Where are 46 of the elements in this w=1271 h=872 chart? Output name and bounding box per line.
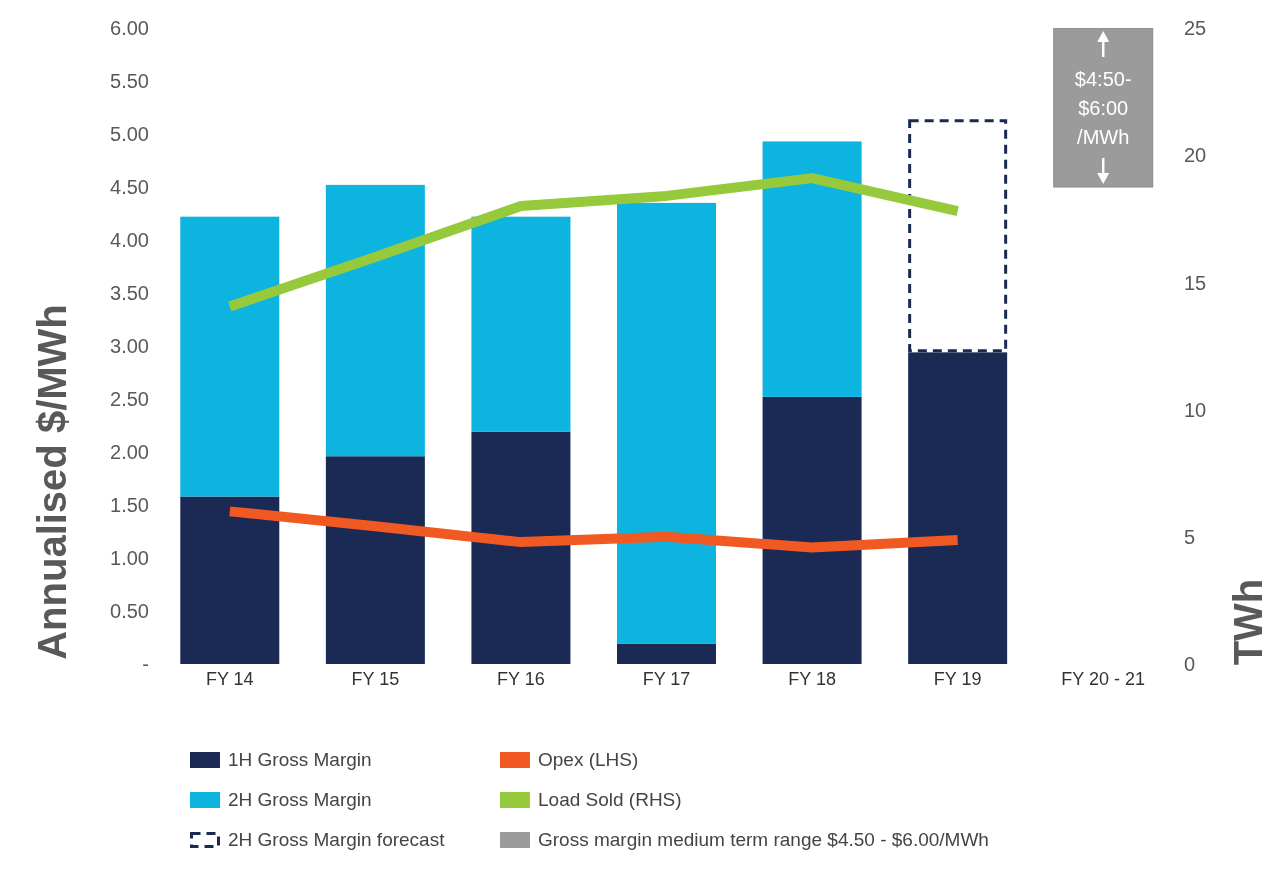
annotation: $4:50- $6:00 /MWh: [1074, 67, 1132, 148]
legend-label: Load Sold (RHS): [538, 789, 682, 811]
y2-tick-label: 25: [1184, 17, 1207, 40]
y-tick-label: 4.00: [110, 229, 149, 252]
y-tick-label: 1.00: [110, 547, 149, 570]
y-tick-label: 0.50: [110, 600, 149, 623]
y-tick-label: 6.00: [110, 17, 149, 40]
legend-label: 1H Gross Margin: [228, 749, 372, 771]
x-tick-label: FY 15: [351, 668, 400, 689]
bar: [471, 431, 571, 664]
bar: [617, 202, 717, 644]
legend-label: Gross margin medium term range $4.50 - $6.00/MWh: [538, 829, 989, 851]
y-tick-label: 4.50: [110, 176, 149, 199]
x-tick-label: FY 14: [205, 668, 254, 689]
y2-tick-label: 5: [1184, 525, 1196, 548]
y-tick-label: 3.50: [110, 282, 149, 305]
x-tick-label: FY 16: [497, 668, 545, 689]
bar: [180, 496, 280, 664]
legend-label: Opex (LHS): [538, 749, 639, 771]
y2-tick-label: 20: [1184, 144, 1207, 167]
legend-label: 2H Gross Margin forecast: [228, 829, 445, 851]
bar: [325, 184, 425, 457]
bar: [471, 216, 571, 432]
y2-tick-label: 10: [1184, 398, 1207, 421]
y-tick-label: -: [142, 653, 149, 676]
x-tick-label: FY 20 - 21: [1061, 668, 1146, 689]
y-tick-label: 5.00: [110, 123, 149, 146]
bar: [762, 141, 862, 397]
y-tick-label: 2.50: [110, 388, 149, 411]
x-tick-label: FY 17: [642, 668, 691, 689]
bar: [1053, 28, 1154, 188]
y-tick-label: 3.00: [110, 335, 149, 358]
legend-label: 2H Gross Margin: [228, 789, 372, 811]
y-axis-title: Annualised $/MWh: [29, 304, 75, 660]
bar: [617, 643, 717, 664]
y2-tick-label: 15: [1184, 271, 1207, 294]
y2-axis-title: TWh: [1225, 578, 1271, 666]
y2-tick-label: 0: [1184, 653, 1196, 676]
x-tick-label: FY 18: [788, 668, 836, 689]
x-tick-label: FY 19: [933, 668, 982, 689]
bar: [180, 216, 280, 497]
y-tick-label: 1.50: [110, 494, 149, 517]
bar: [325, 456, 425, 664]
y-tick-label: 5.50: [110, 70, 149, 93]
y-tick-label: 2.00: [110, 441, 149, 464]
bar: [762, 396, 862, 664]
